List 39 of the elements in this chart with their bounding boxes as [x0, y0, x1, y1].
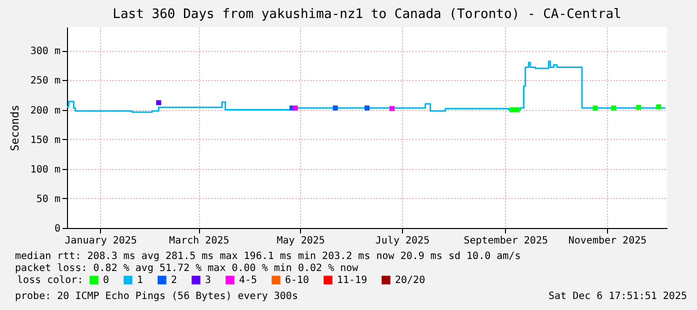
y-tick-label: 300 m: [30, 46, 60, 58]
text: Sat Dec 6 17:51:51 2025: [548, 291, 687, 302]
legend-label: 6-10: [285, 275, 310, 286]
y-axis-title: Seconds: [8, 104, 22, 152]
legend-title: loss color:: [17, 275, 84, 286]
y-tick-label: 200 m: [30, 105, 60, 116]
x-tick-label: May 2025: [276, 236, 325, 246]
x-tick-label: September 2025: [464, 236, 548, 246]
chart-title: Last 360 Days from yakushima-nz1 to Canada (Toronto) - CA-Central: [112, 7, 622, 22]
legend-label: 0: [103, 275, 110, 286]
x-tick-label: March 2025: [169, 236, 230, 246]
y-tick-label: 150 m: [30, 134, 60, 146]
point: [592, 105, 598, 110]
x-tick-label: November 2025: [568, 236, 647, 246]
text: probe: 20 ICMP Echo Pings (56 Bytes) every 300s: [15, 291, 298, 302]
text: packet loss: 0.82 % avg 51.72 % max 0.00 % min 0.02 % now: [15, 263, 360, 274]
point: [510, 107, 514, 112]
point: [364, 105, 370, 110]
text: median rtt: 208.3 ms avg 281.5 ms max 196.1 ms min 203.2 ms now 20.9 ms sd 10.0 am/s: [15, 251, 521, 262]
x-tick-label: January 2025: [64, 236, 137, 246]
legend-label: 1: [137, 275, 144, 286]
point: [390, 106, 394, 112]
y-tick-label: 0: [54, 224, 60, 234]
point: [636, 104, 642, 110]
legend-label: 11-19: [337, 275, 368, 286]
point: [514, 107, 520, 112]
y-tick-label: 50 m: [36, 194, 60, 205]
legend-label: 20/20: [395, 275, 426, 286]
point: [332, 105, 338, 110]
x-tick-label: July 2025: [375, 236, 430, 246]
point: [656, 104, 662, 110]
point: [156, 100, 162, 106]
y-tick-label: 250 m: [30, 76, 60, 87]
legend-label: 3: [205, 275, 212, 286]
legend-label: 4-5: [239, 275, 258, 286]
legend-label: 2: [171, 275, 178, 286]
point: [292, 105, 298, 110]
y-tick-label: 100 m: [30, 164, 60, 176]
point: [611, 105, 616, 110]
